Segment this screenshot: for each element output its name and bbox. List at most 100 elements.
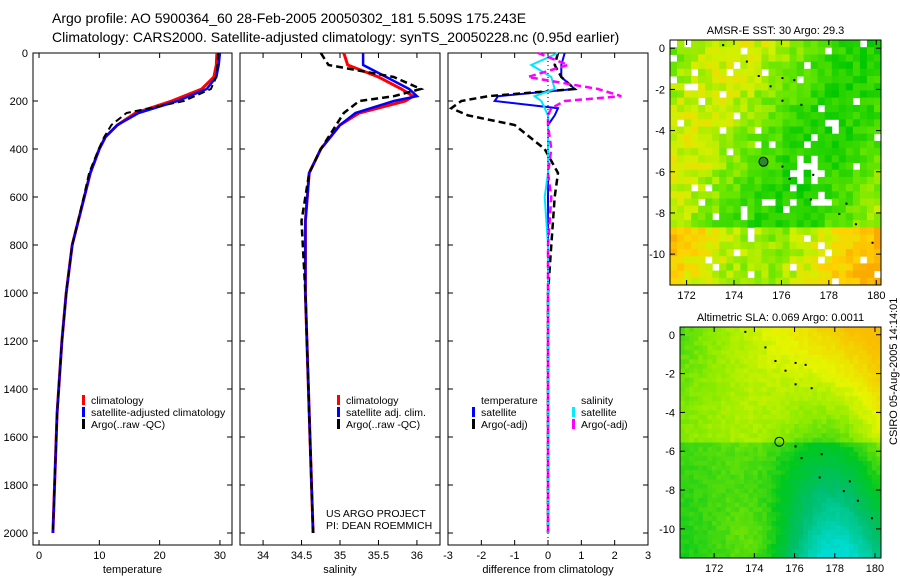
island-coastline	[781, 77, 784, 80]
heatmap-cell	[757, 539, 763, 545]
heatmap-cell	[826, 424, 832, 430]
heatmap-cell	[712, 340, 718, 346]
heatmap-cell	[677, 61, 685, 70]
heatmap-cell	[835, 382, 841, 388]
heatmap-cell	[852, 54, 861, 63]
heatmap-cell	[862, 377, 868, 383]
heatmap-cell	[803, 474, 809, 480]
heatmap-cell	[754, 198, 762, 207]
heatmap-cell	[693, 345, 699, 351]
heatmap-cell	[716, 419, 722, 425]
heatmap-cell	[693, 474, 699, 480]
heatmap-cell	[838, 176, 847, 185]
heatmap-cell	[762, 530, 768, 536]
heatmap-cell	[761, 112, 769, 120]
heatmap-cell	[712, 470, 718, 476]
heatmap-cell	[849, 405, 855, 411]
heatmap-cell	[768, 162, 776, 171]
heatmap-cell	[780, 465, 786, 471]
heatmap-cell	[747, 169, 755, 178]
heatmap-cell	[835, 539, 841, 545]
y-tick-label: 400	[10, 144, 28, 156]
heatmap-cell	[716, 437, 722, 443]
heatmap-cell	[766, 405, 772, 411]
heatmap-cell	[684, 191, 692, 199]
heatmap-cell	[812, 474, 818, 480]
heatmap-cell	[859, 133, 868, 142]
heatmap-cell	[798, 354, 804, 360]
heatmap-cell	[744, 345, 750, 351]
heatmap-cell	[866, 61, 875, 70]
heatmap-cell	[835, 456, 841, 462]
heatmap-cell	[876, 447, 882, 453]
heatmap-cell	[862, 474, 868, 480]
heatmap-cell	[680, 419, 686, 425]
y-tick-label: -2	[655, 84, 665, 96]
heatmap-cell	[705, 133, 713, 142]
heatmap-cell	[670, 176, 678, 185]
heatmap-cell	[689, 331, 695, 337]
heatmap-cell	[740, 40, 748, 48]
heatmap-cell	[702, 474, 708, 480]
heatmap-cell	[807, 350, 813, 356]
heatmap-cell	[782, 263, 790, 272]
heatmap-cell	[670, 68, 678, 77]
heatmap-cell	[845, 162, 854, 171]
heatmap-cell	[844, 553, 850, 559]
heatmap-cell	[716, 433, 722, 439]
heatmap-cell	[698, 525, 704, 531]
heatmap-cell	[740, 83, 748, 91]
heatmap-cell	[826, 521, 832, 527]
heatmap-cell	[789, 90, 798, 99]
heatmap-cell	[826, 479, 832, 485]
heatmap-cell	[740, 97, 748, 106]
heatmap-cell	[693, 516, 699, 522]
heatmap-cell	[826, 428, 832, 434]
heatmap-cell	[824, 169, 833, 178]
heatmap-cell	[817, 470, 823, 476]
heatmap-cell	[835, 419, 841, 425]
heatmap-cell	[844, 340, 850, 346]
heatmap-cell	[721, 474, 727, 480]
heatmap-cell	[748, 548, 754, 554]
heatmap-cell	[858, 507, 864, 513]
heatmap-cell	[852, 90, 861, 99]
heatmap-cell	[852, 83, 861, 91]
heatmap-cell	[707, 336, 713, 342]
heatmap-cell	[768, 184, 776, 192]
heatmap-cell	[867, 548, 873, 554]
heatmap-cell	[762, 350, 768, 356]
heatmap-cell	[691, 126, 699, 135]
heatmap-cell	[740, 256, 748, 264]
heatmap-cell	[862, 553, 868, 559]
heatmap-cell	[734, 507, 740, 513]
heatmap-cell	[698, 544, 704, 550]
heatmap-cell	[726, 184, 734, 192]
heatmap-cell	[817, 373, 823, 379]
heatmap-cell	[874, 162, 882, 171]
heatmap-cell	[698, 83, 706, 91]
heatmap-cell	[721, 345, 727, 351]
heatmap-cell	[817, 40, 826, 48]
heatmap-cell	[835, 424, 841, 430]
heatmap-cell	[775, 502, 781, 508]
heatmap-cell	[796, 68, 805, 77]
heatmap-cell	[757, 548, 763, 554]
heatmap-cell	[753, 414, 759, 420]
heatmap-cell	[730, 544, 736, 550]
heatmap-cell	[782, 169, 790, 178]
heatmap-cell	[684, 227, 692, 236]
heatmap-cell	[753, 359, 759, 365]
heatmap-cell	[821, 428, 827, 434]
heatmap-cell	[726, 40, 734, 48]
heatmap-cell	[693, 539, 699, 545]
heatmap-cell	[698, 534, 704, 540]
heatmap-cell	[744, 400, 750, 406]
heatmap-cell	[817, 484, 823, 490]
heatmap-cell	[830, 534, 836, 540]
heatmap-cell	[853, 539, 859, 545]
heatmap-cell	[734, 350, 740, 356]
legend-swatch	[82, 395, 85, 405]
heatmap-cell	[803, 502, 809, 508]
heatmap-cell	[725, 461, 731, 467]
